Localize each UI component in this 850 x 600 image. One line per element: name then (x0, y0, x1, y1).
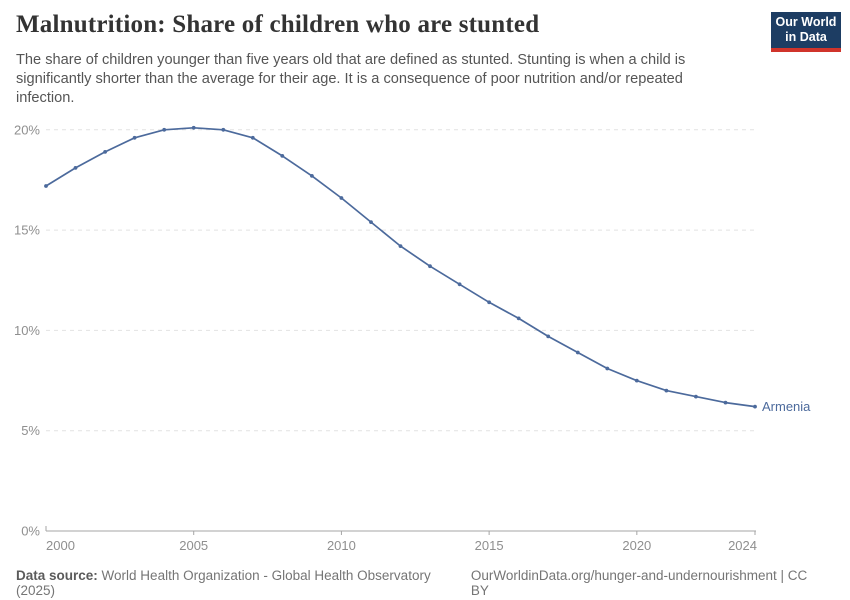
data-point-marker[interactable] (103, 150, 107, 154)
entity-label[interactable]: Armenia (762, 399, 811, 414)
data-point-marker[interactable] (132, 135, 137, 140)
y-tick-label: 10% (14, 323, 40, 338)
owid-logo-line1: Our World (775, 15, 837, 29)
data-point-marker[interactable] (546, 334, 551, 339)
x-tick-label: 2010 (327, 538, 356, 553)
owid-logo-line2: in Data (785, 30, 827, 44)
y-tick-label: 15% (14, 223, 40, 238)
x-tick-label: 2024 (728, 538, 757, 553)
x-tick-label: 2005 (179, 538, 208, 553)
data-point-marker[interactable] (575, 350, 580, 355)
data-point-marker[interactable] (487, 300, 491, 305)
data-point-marker[interactable] (280, 154, 285, 158)
data-point-marker[interactable] (250, 135, 255, 140)
x-tick-label: 2020 (622, 538, 651, 553)
chart-footer: Data source: World Health Organization -… (16, 568, 827, 598)
data-point-marker[interactable] (44, 184, 48, 188)
data-point-marker[interactable] (457, 282, 462, 287)
y-tick-label: 5% (21, 423, 40, 438)
data-point-marker[interactable] (428, 264, 432, 269)
attribution-link[interactable]: OurWorldinData.org/hunger-and-undernouri… (470, 568, 808, 598)
data-point-marker[interactable] (723, 400, 728, 405)
data-point-marker[interactable] (191, 125, 196, 130)
data-point-marker[interactable] (694, 394, 698, 399)
data-point-marker[interactable] (398, 244, 403, 249)
x-tick-label: 2000 (46, 538, 75, 553)
y-tick-label: 20% (14, 122, 40, 137)
data-point-marker[interactable] (605, 366, 610, 371)
data-point-marker[interactable] (339, 196, 344, 200)
data-source-label: Data source: (16, 568, 98, 583)
data-point-marker[interactable] (516, 316, 521, 321)
data-point-marker[interactable] (73, 166, 78, 170)
y-tick-label: 0% (21, 524, 40, 539)
data-point-marker[interactable] (634, 378, 639, 383)
series-line[interactable] (45, 126, 756, 408)
data-point-marker[interactable] (162, 127, 167, 132)
x-tick-label: 2015 (475, 538, 504, 553)
data-point-marker[interactable] (664, 388, 669, 393)
data-point-marker[interactable] (369, 220, 373, 225)
page-title: Malnutrition: Share of children who are … (16, 11, 540, 38)
owid-logo[interactable]: Our World in Data (771, 12, 841, 52)
data-source-note: Data source: World Health Organization -… (16, 568, 471, 598)
data-point-marker[interactable] (221, 127, 226, 132)
data-point-marker[interactable] (310, 174, 314, 178)
page-subtitle: The share of children younger than five … (16, 52, 686, 106)
data-point-marker[interactable] (753, 404, 757, 409)
data-source-value: World Health Organization - Global Healt… (16, 568, 431, 598)
